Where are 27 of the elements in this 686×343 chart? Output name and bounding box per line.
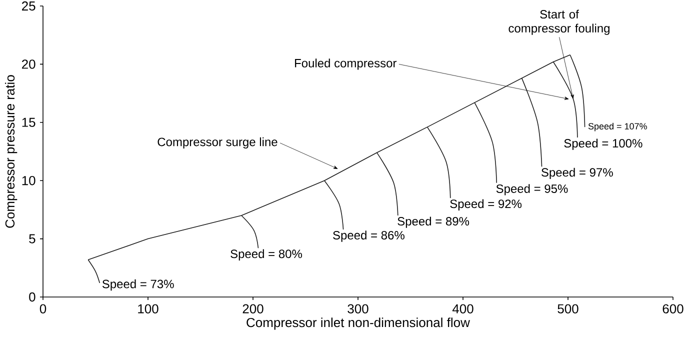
x-tick-label: 400	[452, 304, 474, 314]
x-tick-label: 100	[138, 304, 158, 314]
y-tick-label: 20	[22, 60, 36, 69]
annotation: Compressor surge line	[158, 137, 278, 149]
y-tick-label: 15	[22, 118, 36, 127]
series-label: Speed = 89%	[398, 216, 470, 228]
y-tick-label: 0	[29, 292, 36, 302]
y-tick-label: 10	[22, 176, 36, 186]
x-axis-title: Compressor inlet non-dimensional flow	[246, 318, 470, 330]
series-label: Speed = 86%	[333, 230, 404, 242]
annotation: Start of compressor fouling	[508, 10, 610, 35]
series-label: Speed = 97%	[541, 168, 613, 180]
x-tick-label: 200	[242, 304, 264, 314]
y-axis-title: Compressor pressure ratio	[5, 75, 18, 228]
series-label: Speed = 100%	[564, 138, 642, 150]
x-tick-label: 500	[558, 304, 578, 314]
series-label: Speed = 95%	[496, 184, 568, 196]
x-tick-label: 0	[40, 304, 46, 314]
series-label: Speed = 80%	[230, 249, 302, 260]
x-tick-label: 600	[662, 304, 684, 314]
annotation: Fouled compressor	[295, 58, 397, 70]
x-tick-label: 300	[348, 304, 368, 314]
series-label: Speed = 107%	[588, 122, 647, 132]
series-label: Speed = 73%	[102, 279, 174, 291]
y-tick-label: 25	[22, 1, 36, 11]
series-label: Speed = 92%	[450, 199, 522, 210]
y-tick-label: 5	[29, 234, 36, 244]
